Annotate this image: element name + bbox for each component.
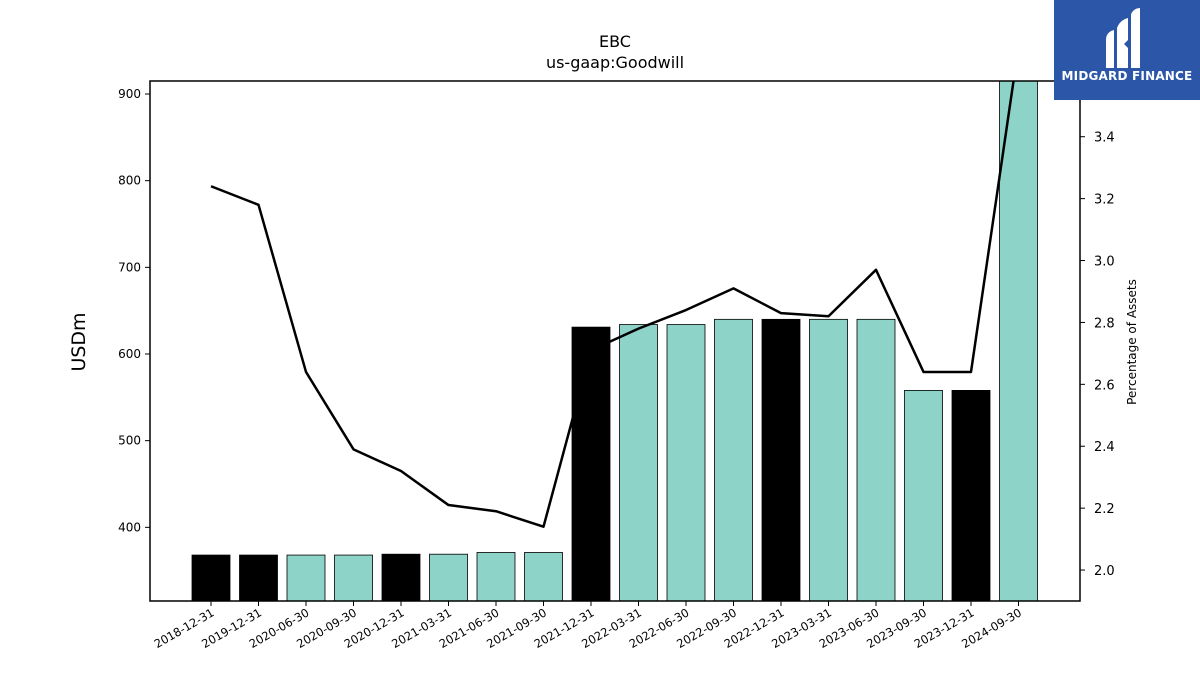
y2-tick-label: 2.4 (1094, 440, 1115, 455)
y2-tick-label: 2.0 (1094, 564, 1115, 579)
bar-2020-06-30 (286, 554, 326, 601)
assets-line (210, 81, 1015, 528)
bar-2020-12-31 (381, 553, 421, 601)
y-axis-left: 400 500 600 700 800 900 (118, 87, 150, 534)
y-tick-label: 600 (118, 347, 141, 361)
y-tick-label: 900 (118, 87, 141, 101)
logo-mark-icon (1106, 8, 1140, 68)
bar-2022-09-30 (714, 318, 753, 601)
bar-2021-06-30 (476, 552, 516, 601)
y2-tick-label: 3.2 (1094, 193, 1115, 208)
y-tick-label: 800 (118, 174, 141, 188)
bar-2020-09-30 (334, 554, 373, 601)
y-tick-label: 700 (118, 260, 141, 274)
bar-2023-06-30 (856, 318, 896, 601)
bar-2021-12-31 (571, 326, 611, 601)
y-tick-label: 500 (118, 434, 141, 448)
bars (191, 81, 1038, 601)
bar-2022-06-30 (666, 324, 706, 601)
bar-2022-03-31 (619, 324, 658, 601)
y2-tick-label: 2.2 (1094, 502, 1115, 517)
y-axis-label: USDm (68, 312, 90, 372)
bar-2023-09-30 (904, 389, 943, 601)
x-axis: 2018-12-312019-12-312020-06-302020-09-30… (152, 601, 1024, 651)
bar-2018-12-31 (191, 554, 231, 601)
logo-text: MIDGARD FINANCE (1061, 69, 1193, 83)
y2-tick-label: 3.4 (1094, 131, 1115, 146)
y2-tick-label: 3.0 (1094, 255, 1115, 270)
bar-2019-12-31 (239, 554, 278, 601)
chart-subtitle: us-gaap:Goodwill (545, 53, 685, 72)
y2-tick-label: 2.8 (1094, 316, 1115, 331)
y2-tick-label: 2.6 (1094, 378, 1115, 393)
brand-logo: MIDGARD FINANCE (1054, 0, 1200, 100)
y-tick-label: 400 (118, 520, 141, 534)
plot-frame (149, 80, 1081, 602)
bar-2022-12-31 (761, 318, 801, 601)
bar-2021-09-30 (524, 552, 563, 601)
y2-axis-label: Percentage of Assets (1125, 279, 1139, 405)
series-line (210, 81, 1015, 528)
bar-2024-09-30 (999, 81, 1038, 601)
bar-2023-12-31 (951, 389, 991, 601)
bar-2023-03-31 (809, 318, 848, 601)
bar-2021-03-31 (429, 553, 468, 601)
y-axis-right: 2.0 2.2 2.4 2.6 2.8 3.0 3.2 3.4 (1080, 131, 1115, 579)
chart-title: EBC (599, 32, 631, 51)
